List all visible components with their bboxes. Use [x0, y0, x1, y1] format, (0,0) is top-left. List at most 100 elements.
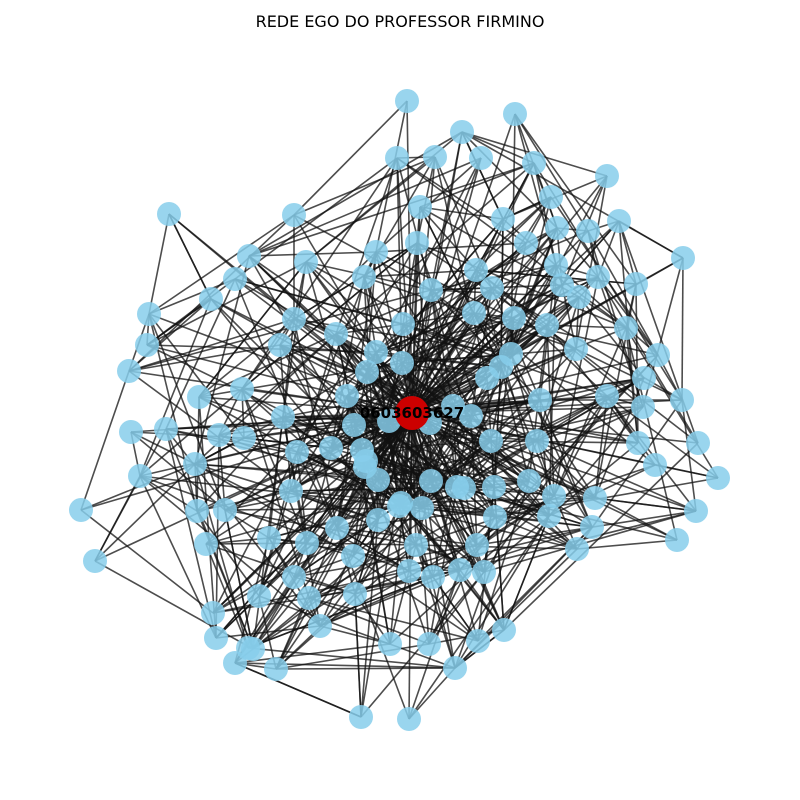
alter-node: [626, 431, 650, 455]
alter-node: [684, 499, 708, 523]
alter-node: [646, 343, 670, 367]
edge: [430, 480, 461, 571]
alter-node: [624, 272, 648, 296]
alter-node: [343, 582, 367, 606]
alter-node: [264, 657, 288, 681]
alter-node: [364, 240, 388, 264]
edge: [346, 276, 599, 397]
alter-node: [232, 426, 256, 450]
edge: [493, 366, 502, 488]
alter-node: [83, 549, 107, 573]
edge: [148, 214, 295, 315]
ego-edge: [389, 412, 413, 645]
alter-node: [542, 484, 566, 508]
alter-node: [480, 276, 504, 300]
edge: [389, 570, 410, 645]
alter-node: [503, 102, 527, 126]
alter-node: [389, 491, 413, 515]
edge: [248, 162, 535, 257]
edge: [408, 526, 593, 572]
edge: [252, 460, 367, 650]
alter-node: [297, 586, 321, 610]
edge: [234, 278, 512, 355]
edge: [80, 509, 214, 614]
edge: [198, 318, 295, 398]
ego-edge: [411, 412, 697, 512]
alter-node: [489, 355, 513, 379]
edge: [128, 344, 281, 372]
edge: [128, 298, 212, 372]
edge: [319, 625, 391, 645]
edge: [296, 242, 418, 453]
edge: [258, 451, 298, 597]
alter-node: [417, 632, 441, 656]
alter-node: [550, 273, 574, 297]
alter-node: [282, 203, 306, 227]
edge: [252, 544, 417, 650]
alter-node: [377, 409, 401, 433]
edge: [576, 539, 678, 550]
alter-node: [545, 216, 569, 240]
alter-node: [565, 537, 589, 561]
edge: [296, 451, 402, 504]
alter-node: [397, 707, 421, 731]
alter-node: [349, 705, 373, 729]
alter-node: [576, 219, 600, 243]
edge: [539, 399, 593, 528]
alter-node: [204, 626, 228, 650]
edge: [375, 100, 408, 253]
alter-node: [128, 464, 152, 488]
edge: [293, 100, 408, 216]
edge: [282, 377, 488, 418]
edge: [330, 276, 365, 449]
alter-node: [408, 195, 432, 219]
edge: [408, 515, 550, 720]
alter-node: [352, 265, 376, 289]
alter-node: [194, 532, 218, 556]
ego-edge: [198, 396, 413, 414]
alter-node: [282, 565, 306, 589]
edge: [490, 440, 505, 631]
edge: [536, 440, 697, 512]
alter-node: [607, 209, 631, 233]
edge: [196, 510, 260, 597]
edge: [308, 597, 479, 642]
alter-node: [441, 394, 465, 418]
alter-node: [185, 499, 209, 523]
edge: [428, 486, 458, 645]
alter-node: [294, 250, 318, 274]
edge: [415, 544, 578, 550]
edge: [275, 643, 430, 670]
edge: [473, 312, 656, 466]
alter-node: [469, 146, 493, 170]
edge: [514, 113, 557, 266]
alter-node: [213, 498, 237, 522]
edge: [215, 466, 366, 639]
alter-node: [586, 265, 610, 289]
edge: [218, 333, 337, 436]
alter-node: [325, 516, 349, 540]
alter-node: [528, 388, 552, 412]
alter-node: [564, 337, 588, 361]
alter-node: [295, 531, 319, 555]
alter-node: [154, 417, 178, 441]
alter-node: [187, 385, 211, 409]
alter-node: [183, 452, 207, 476]
alter-node: [354, 449, 378, 473]
alter-node: [537, 504, 561, 528]
edge: [461, 131, 535, 164]
edge: [364, 317, 515, 468]
alter-node: [230, 377, 254, 401]
edge: [198, 261, 307, 398]
alter-node: [385, 146, 409, 170]
alter-node: [706, 466, 730, 490]
edge: [401, 362, 488, 379]
alter-node: [492, 618, 516, 642]
alter-node: [279, 479, 303, 503]
alter-node: [483, 505, 507, 529]
edge: [360, 519, 379, 718]
edge: [419, 206, 502, 368]
alter-node: [199, 287, 223, 311]
edge: [353, 362, 403, 426]
